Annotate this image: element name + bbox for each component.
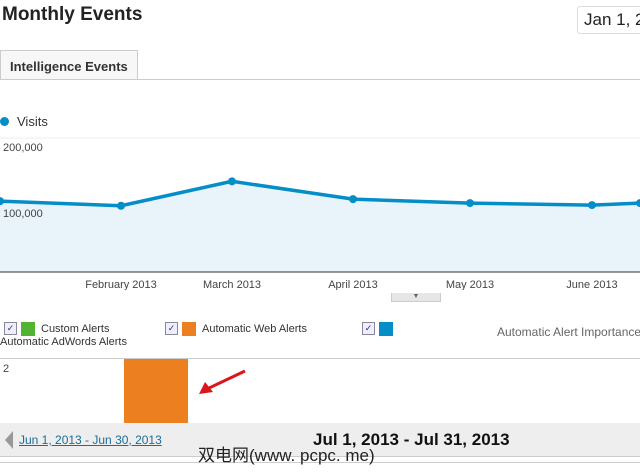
- divider: [0, 462, 640, 463]
- current-period: Jul 1, 2013 - Jul 31, 2013: [313, 430, 510, 449]
- watermark: 双电网(www. pcpc. me): [198, 446, 375, 465]
- label: Custom Alerts: [41, 322, 110, 335]
- checkbox[interactable]: ✓: [165, 322, 178, 336]
- web-swatch-icon: [182, 321, 196, 336]
- data-point: [349, 195, 357, 204]
- tab-divider: [0, 79, 640, 80]
- data-point: [588, 201, 596, 210]
- events-chart: 2: [0, 358, 640, 424]
- alert-legend-web[interactable]: ✓ Automatic Web Alerts: [165, 320, 307, 338]
- checkbox[interactable]: ✓: [362, 322, 375, 336]
- x-tick-label: May 2013: [446, 279, 494, 290]
- custom-swatch-icon: [21, 321, 35, 336]
- x-tick-label: June 2013: [566, 279, 617, 290]
- data-point: [117, 201, 125, 210]
- previous-period-link[interactable]: Jun 1, 2013 - Jun 30, 2013: [19, 433, 162, 447]
- x-tick-label: April 2013: [328, 279, 378, 290]
- visits-chart: 200,000 100,000 February 2013 March 2013 Apr…: [0, 137, 640, 290]
- date-range-picker[interactable]: Jan 1, 2013 - Jul 31, 2013: [577, 6, 640, 34]
- red-arrow-icon: [199, 369, 246, 394]
- date-nav-bar: Jun 1, 2013 - Jun 30, 2013 Jul 1, 2013 -…: [0, 423, 640, 457]
- y-tick: 2: [3, 363, 10, 375]
- page-title: Monthly Events: [2, 4, 143, 25]
- y-tick-label: 100,000: [3, 208, 43, 220]
- data-point: [466, 199, 474, 208]
- x-tick-label: February 2013: [85, 279, 157, 290]
- label: Automatic Web Alerts: [202, 322, 307, 335]
- metric-legend: Visits: [0, 114, 48, 129]
- y-tick-label: 200,000: [3, 142, 43, 154]
- adwords-label: Automatic AdWords Alerts: [0, 336, 127, 348]
- chart-resize-handle[interactable]: ▼: [391, 293, 441, 302]
- data-point: [228, 177, 236, 186]
- chevron-left-icon[interactable]: [4, 431, 14, 449]
- x-tick-label: March 2013: [203, 279, 261, 290]
- alert-importance-label: Automatic Alert Importance: [497, 325, 640, 339]
- visits-dot-icon: [0, 117, 9, 126]
- tab-intelligence-events[interactable]: Intelligence Events: [0, 50, 138, 80]
- alert-legend-adwords[interactable]: ✓: [362, 320, 399, 338]
- adwords-swatch-icon: [379, 321, 393, 336]
- alert-legend-custom[interactable]: ✓ Custom Alerts: [4, 320, 109, 338]
- data-point: [0, 197, 4, 206]
- legend-label: Visits: [17, 114, 48, 129]
- data-point: [636, 199, 640, 208]
- checkbox[interactable]: ✓: [4, 322, 17, 336]
- web-alert-bar[interactable]: [124, 359, 188, 423]
